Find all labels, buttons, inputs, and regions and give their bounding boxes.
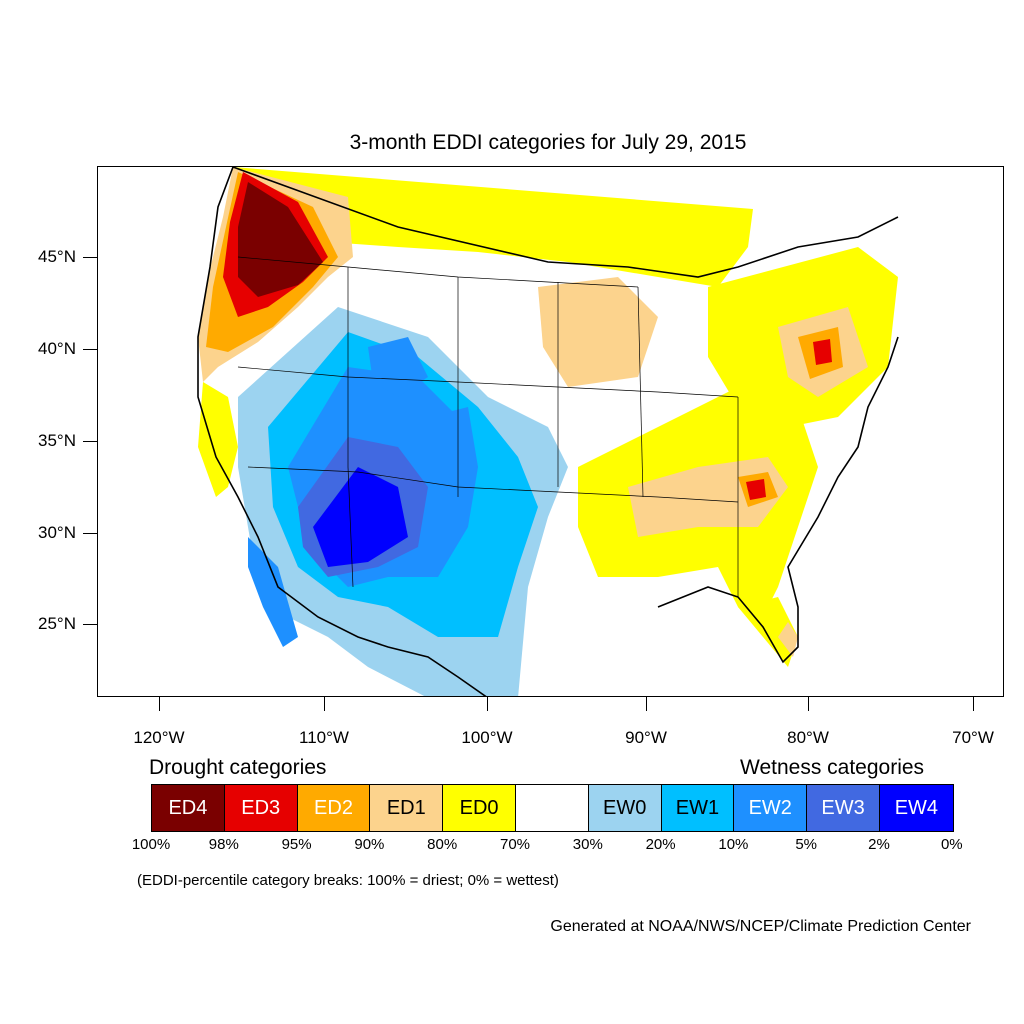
- lon-tick: [487, 697, 488, 711]
- drought-heading: Drought categories: [149, 756, 327, 779]
- legend-box-ew1: EW1: [661, 785, 735, 831]
- lon-label-100: 100°W: [461, 728, 513, 747]
- legend-box-ew2: EW2: [734, 785, 808, 831]
- eddi-map: [97, 166, 1004, 697]
- lon-label-70: 70°W: [952, 728, 994, 747]
- legend-box-ew3: EW3: [807, 785, 880, 831]
- lat-label-40: 40°N: [38, 339, 76, 358]
- lat-tick: [83, 257, 97, 258]
- wetness-heading: Wetness categories: [740, 756, 925, 779]
- percent-break-label: 20%: [645, 836, 676, 853]
- percent-break-label: 100%: [131, 836, 171, 853]
- state-borders: [237, 256, 739, 597]
- legend-box-ew0: EW0: [588, 785, 662, 831]
- lat-tick: [83, 533, 97, 534]
- percent-break-label: 0%: [940, 836, 963, 853]
- lat-tick: [83, 441, 97, 442]
- percent-break-label: 70%: [499, 836, 531, 853]
- category-shading: [198, 167, 898, 696]
- coastline-outline: [197, 167, 899, 696]
- legend-box-neutral: [515, 785, 589, 831]
- percent-break-label: 30%: [572, 836, 603, 853]
- category-note: (EDDI-percentile category breaks: 100% =…: [137, 872, 559, 889]
- category-legend: ED4 ED3 ED2 ED1 ED0 EW0 EW1 EW2 EW3 EW4: [151, 784, 954, 832]
- legend-box-ed1: ED1: [370, 785, 444, 831]
- lon-tick: [808, 697, 809, 711]
- lon-label-80: 80°W: [787, 728, 829, 747]
- percent-break-label: 2%: [868, 836, 890, 853]
- legend-box-ed0: ED0: [443, 785, 516, 831]
- percent-break-label: 98%: [208, 836, 239, 853]
- lon-label-110: 110°W: [299, 728, 349, 747]
- legend-box-ed2: ED2: [297, 785, 371, 831]
- lat-label-35: 35°N: [38, 431, 76, 450]
- percent-break-label: 80%: [427, 836, 458, 853]
- legend-box-ed3: ED3: [224, 785, 298, 831]
- lon-label-90: 90°W: [625, 728, 667, 747]
- percent-break-label: 95%: [281, 836, 312, 853]
- lat-label-45: 45°N: [38, 247, 76, 266]
- percent-break-label: 10%: [718, 836, 749, 853]
- lat-label-30: 30°N: [38, 523, 76, 542]
- lon-tick: [159, 697, 160, 711]
- percent-break-label: 90%: [354, 836, 385, 853]
- legend-box-ew4: EW4: [879, 785, 953, 831]
- map-canvas: [197, 167, 899, 696]
- percent-break-label: 5%: [795, 836, 818, 853]
- credit-line: Generated at NOAA/NWS/NCEP/Climate Predi…: [550, 918, 971, 935]
- lon-tick: [324, 697, 325, 711]
- lat-tick: [83, 349, 97, 350]
- legend-box-ed4: ED4: [152, 785, 225, 831]
- lon-tick: [973, 697, 974, 711]
- lat-tick: [83, 624, 97, 625]
- lon-tick: [646, 697, 647, 711]
- lat-label-25: 25°N: [38, 614, 76, 633]
- lon-label-120: 120°W: [133, 728, 185, 747]
- map-title: 3-month EDDI categories for July 29, 201…: [349, 131, 747, 154]
